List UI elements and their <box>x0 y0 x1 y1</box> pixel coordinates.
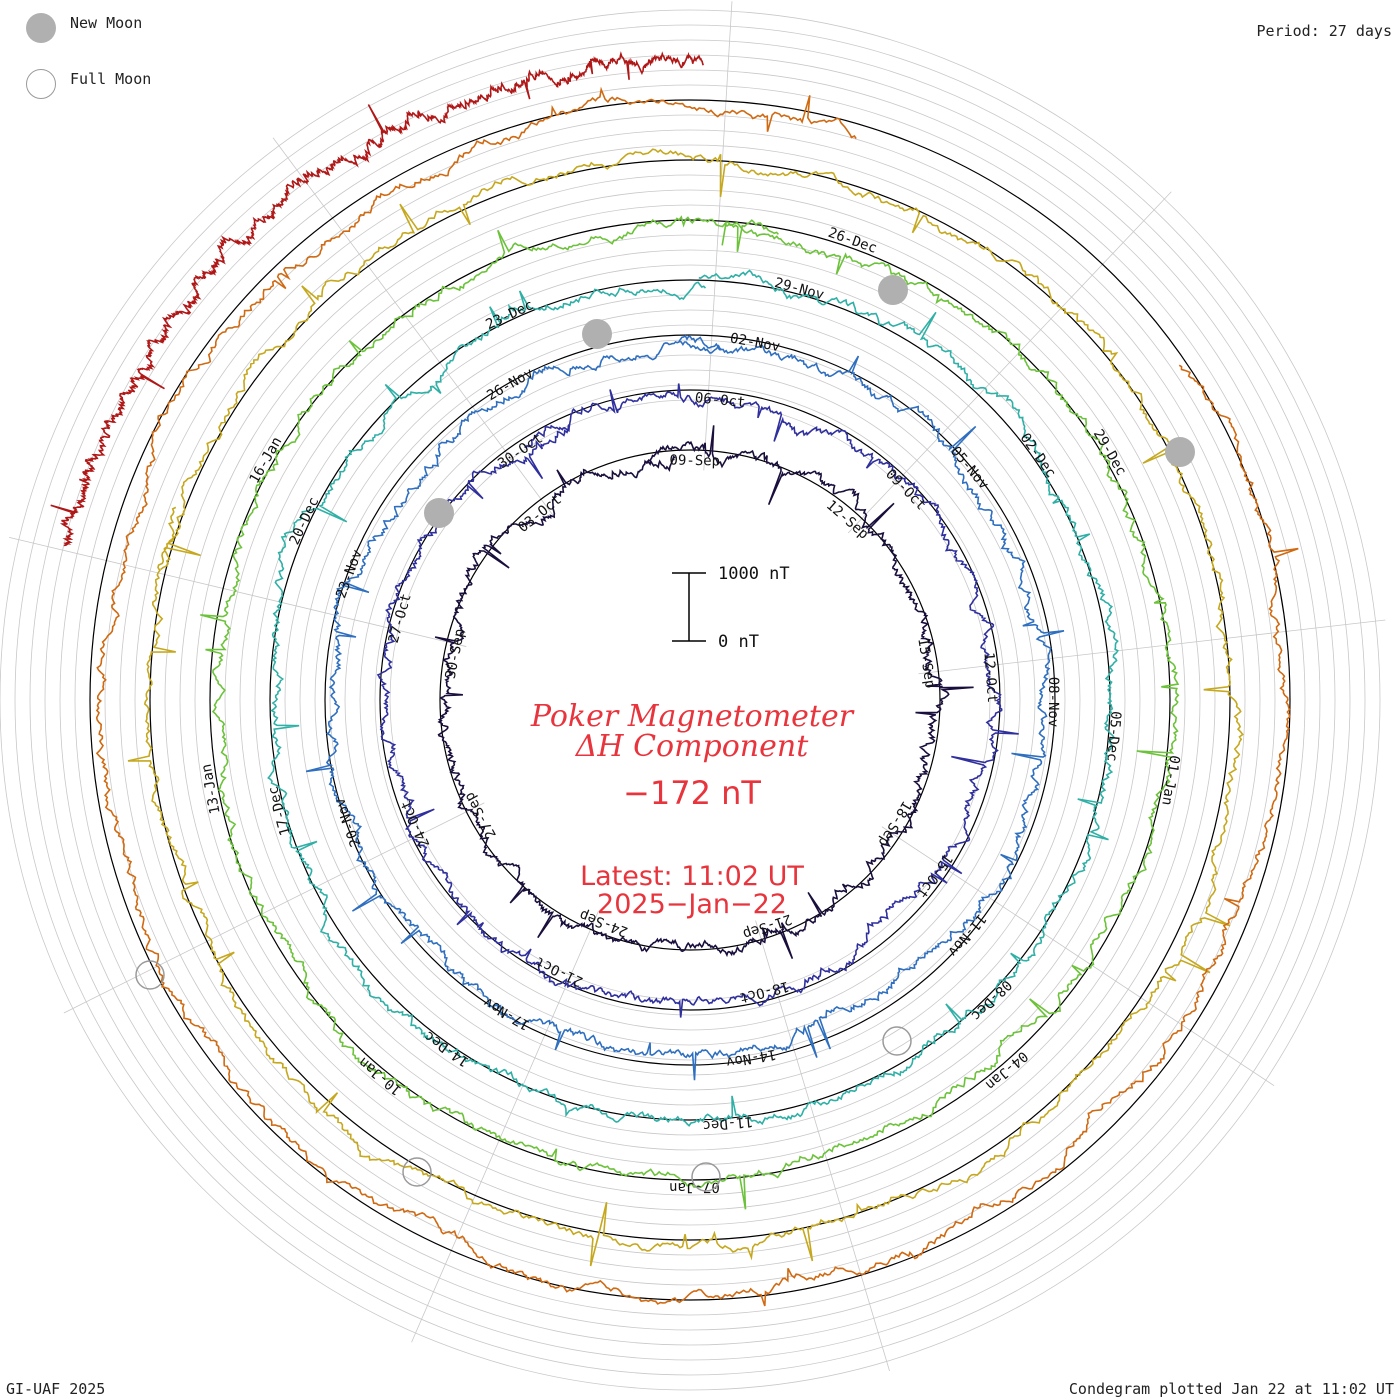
grid-ring <box>14 24 1366 1376</box>
title-line1: Poker Magnetometer <box>530 699 855 734</box>
new-moon-icon <box>26 13 56 43</box>
new-moon-label: New Moon <box>70 14 143 32</box>
full-moon-icon <box>26 69 56 99</box>
date-label: 12-Oct <box>980 652 1000 704</box>
title-line2: ΔH Component <box>575 729 809 764</box>
date-label: 27-Oct <box>386 592 415 645</box>
radial-spoke <box>881 826 1275 1087</box>
footer-credit: GI-UAF 2025 <box>6 1380 106 1398</box>
radial-spoke <box>63 802 485 1014</box>
date-label: 06-Oct <box>694 390 746 411</box>
grid-ring <box>299 309 1081 1091</box>
radial-spoke <box>847 191 1172 534</box>
date-label: 09-Sep <box>669 453 720 470</box>
series-trace-4 <box>267 269 1119 1127</box>
date-label: 08-Nov <box>1045 677 1061 728</box>
series-trace-7 <box>95 86 1299 1307</box>
date-label: 15-Sep <box>914 637 938 689</box>
grid-ring <box>74 84 1306 1316</box>
latest-time: Latest: 11:02 UT <box>580 861 804 892</box>
grid-ring <box>194 204 1186 1196</box>
radial-spoke <box>703 1 733 471</box>
new-moon-marker <box>878 275 908 305</box>
date-label: 16-Jan <box>247 434 286 486</box>
grid-ring <box>359 369 1021 1031</box>
latest-date: 2025−Jan−22 <box>597 889 787 920</box>
series-trace-5 <box>200 215 1180 1210</box>
grid-ring <box>104 114 1276 1286</box>
date-label: 30-Sep <box>443 627 468 680</box>
date-label: 11-Dec <box>702 1113 754 1133</box>
grid-ring <box>44 54 1336 1346</box>
new-moon-marker <box>582 319 612 349</box>
baseline-ring <box>89 99 1291 1301</box>
date-label: 07-Jan <box>669 1179 720 1195</box>
grid-ring <box>134 144 1246 1256</box>
grid-ring <box>164 174 1216 1226</box>
grid-ring <box>29 39 1351 1361</box>
period-label: Period: 27 days <box>1256 22 1392 40</box>
radial-spoke <box>755 920 890 1372</box>
date-label: 30-Oct <box>495 430 546 472</box>
date-label: 08-Dec <box>968 976 1015 1023</box>
grid-ring <box>389 399 991 1001</box>
full-moon-marker <box>691 1162 721 1192</box>
new-moon-marker <box>424 498 454 528</box>
date-label: 02-Dec <box>1017 430 1059 481</box>
series-trace-1 <box>434 425 974 960</box>
grid-ring <box>119 129 1261 1271</box>
date-label: 20-Nov <box>332 796 364 849</box>
series-trace-8 <box>50 51 704 547</box>
full-moon-marker <box>135 960 165 990</box>
date-label: 05-Dec <box>1103 710 1123 762</box>
date-label: 15-Oct <box>913 851 956 901</box>
current-value: −172 nT <box>623 774 761 812</box>
grid-ring <box>344 354 1036 1046</box>
grid-ring <box>374 384 1006 1016</box>
date-label: 26-Dec <box>826 225 879 257</box>
grid-ring <box>0 9 1381 1391</box>
grid-ring <box>224 234 1156 1166</box>
full-moon-marker <box>402 1157 432 1187</box>
new-moon-marker <box>1165 437 1195 467</box>
full-moon-label: Full Moon <box>70 70 152 88</box>
date-label: 18-Sep <box>875 798 915 850</box>
series-trace-3 <box>305 334 1065 1081</box>
scale-bar-bottom-label: 0 nT <box>718 632 759 652</box>
series-trace-2 <box>376 383 1019 1018</box>
date-label: 24-Oct <box>398 797 433 850</box>
moon-legend: New Moon Full Moon <box>22 10 192 100</box>
radial-spoke <box>272 137 554 516</box>
date-label: 14-Dec <box>421 1028 472 1070</box>
date-label: 20-Dec <box>287 495 323 548</box>
grid-ring <box>179 189 1201 1211</box>
footer-plot-time: Condegram plotted Jan 22 at 11:02 UT <box>1068 1380 1394 1398</box>
baseline-ring <box>149 159 1231 1241</box>
grid-ring <box>284 294 1096 1106</box>
scale-bar-top-label: 1000 nT <box>718 564 790 584</box>
date-label: 23-Dec <box>483 297 536 333</box>
grid-ring <box>329 339 1051 1061</box>
radial-spoke <box>918 619 1386 675</box>
full-moon-marker <box>882 1026 912 1056</box>
series-trace-6 <box>127 148 1244 1267</box>
grid-ring <box>239 249 1141 1151</box>
date-label: 27-Sep <box>461 789 499 841</box>
baseline-ring <box>379 389 1001 1011</box>
grid-ring <box>254 264 1126 1136</box>
grid-ring <box>59 69 1321 1331</box>
baseline-ring <box>324 334 1056 1066</box>
grid-ring <box>314 324 1066 1076</box>
date-label: 01-Jan <box>1158 754 1182 807</box>
